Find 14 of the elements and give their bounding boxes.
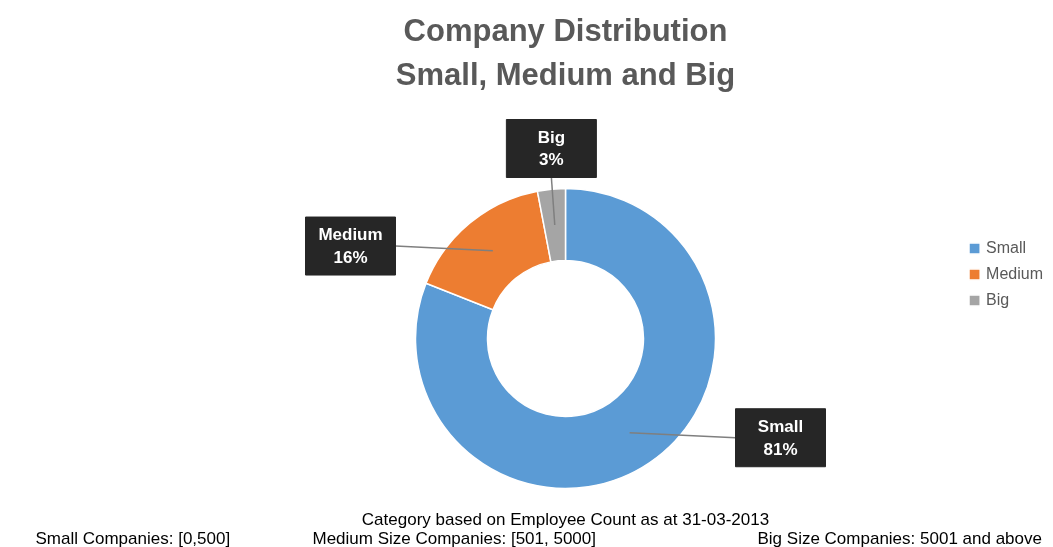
text: Small Companies: [0,500] xyxy=(35,529,231,547)
data-label: 81% xyxy=(763,439,798,459)
slice-label: Big xyxy=(537,127,566,147)
slice-label: Medium xyxy=(318,225,383,245)
text: Medium Size Companies: [501, 5000] xyxy=(312,529,596,547)
text: Big Size Companies: 5001 and above xyxy=(757,529,1042,547)
text: Category based on Employee Count as at 31-03-2013 xyxy=(361,510,770,529)
chart-title: Company Distribution Small, Medium and Big xyxy=(395,13,736,92)
data-label: 16% xyxy=(333,247,368,267)
legend-label: Small xyxy=(986,238,1027,257)
slice-label: Small xyxy=(757,416,804,436)
legend-label: Big xyxy=(986,290,1010,309)
data-label: 3% xyxy=(539,150,564,170)
legend-label: Medium xyxy=(986,264,1043,283)
